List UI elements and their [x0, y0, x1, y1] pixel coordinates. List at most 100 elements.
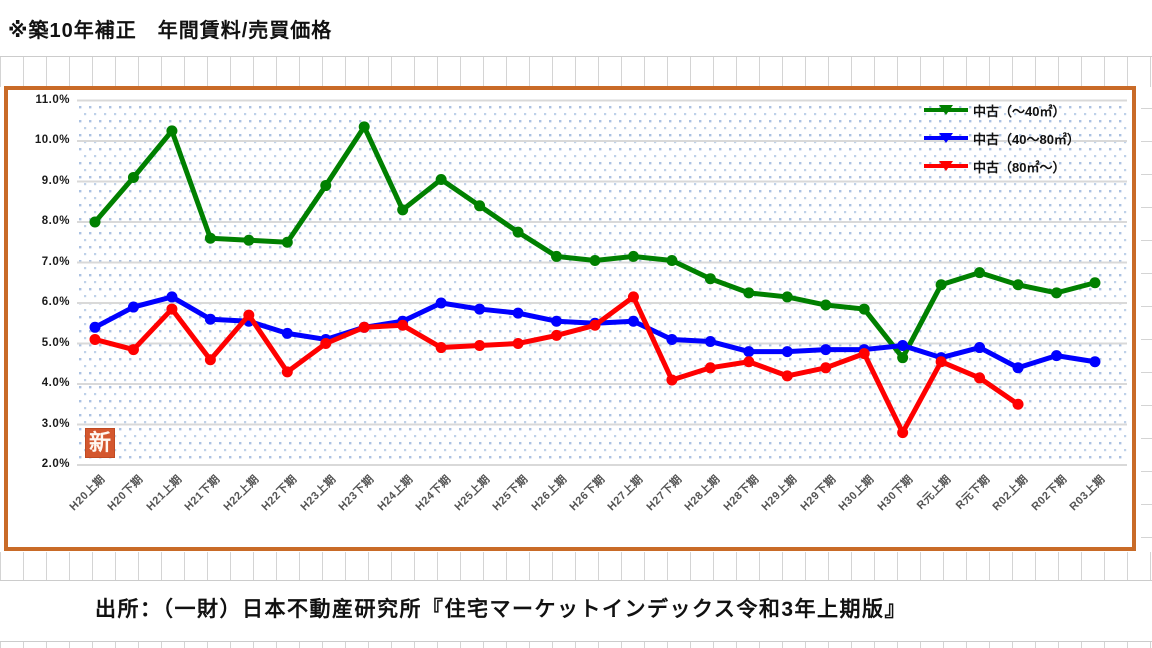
data-point-marker	[204, 354, 216, 366]
data-point-marker	[551, 329, 563, 341]
data-point-marker	[666, 254, 678, 266]
legend-line-marker-icon	[924, 133, 968, 143]
legend-row: 中古（～40㎡）	[924, 102, 1066, 119]
data-point-marker	[204, 232, 216, 244]
data-point-marker	[858, 303, 870, 315]
data-point-marker	[474, 340, 486, 352]
y-axis-tick-label: 10.0%	[34, 134, 70, 146]
data-point-marker	[781, 346, 793, 358]
sheet-grid-bottom-edge-strip	[0, 642, 1152, 648]
chart-frame: 11.0% 10.0% 9.0% 8.0% 7.0% 6.0% 5.0% 4.0% 3.0% 2.…	[4, 86, 1136, 551]
legend-row: 中古（80㎡～）	[924, 158, 1066, 175]
y-axis-tick-label: 3.0%	[41, 417, 70, 430]
data-point-marker	[435, 297, 447, 309]
y-axis-tick-label: 5.0%	[41, 336, 70, 349]
data-point-marker	[512, 338, 524, 349]
data-point-marker	[435, 173, 447, 185]
data-point-marker	[781, 291, 793, 303]
legend-label: 中古（80㎡～）	[973, 159, 1066, 175]
data-point-marker	[127, 301, 139, 313]
data-point-marker	[166, 303, 178, 315]
data-point-marker	[281, 236, 293, 248]
sheet-grid-line	[0, 641, 1152, 642]
data-point-marker	[627, 250, 639, 262]
data-point-marker	[781, 370, 793, 382]
legend-line-marker-icon	[924, 105, 968, 115]
data-point-marker	[704, 335, 716, 347]
data-point-marker	[820, 344, 832, 356]
data-point-marker	[89, 216, 101, 228]
data-point-marker	[858, 348, 870, 360]
y-axis-tick-label: 4.0%	[41, 377, 70, 389]
data-point-marker	[512, 226, 524, 238]
data-point-marker	[589, 319, 601, 331]
data-point-marker	[166, 291, 178, 303]
data-point-marker	[474, 200, 486, 212]
sheet-grid-line	[0, 580, 1152, 581]
data-point-marker	[935, 279, 947, 291]
data-point-marker	[1012, 362, 1024, 374]
data-point-marker	[897, 340, 909, 352]
data-point-marker	[512, 307, 524, 319]
legend-row: 中古（40～80㎡）	[924, 130, 1080, 147]
data-point-marker	[666, 374, 678, 386]
data-point-marker	[627, 315, 639, 327]
data-point-marker	[666, 333, 678, 345]
data-point-marker	[320, 180, 332, 192]
data-point-marker	[243, 309, 255, 321]
source-citation: 出所：（一財）日本不動産研究所『住宅マーケットインデックス令和3年上期版』	[95, 598, 908, 621]
data-point-marker	[974, 342, 986, 354]
legend-label: 中古（40～80㎡）	[973, 131, 1080, 147]
data-point-marker	[974, 372, 986, 384]
data-point-marker	[1012, 279, 1024, 291]
sheet-grid-bottom-strip	[0, 552, 1152, 580]
data-point-marker	[551, 250, 563, 262]
data-point-marker	[551, 315, 563, 327]
data-point-marker	[204, 313, 216, 325]
sheet-grid-top-strip	[0, 56, 1152, 87]
data-point-marker	[820, 299, 832, 311]
data-point-marker	[743, 287, 755, 299]
data-point-marker	[281, 327, 293, 339]
y-axis-tick-label: 7.0%	[41, 255, 70, 268]
data-point-marker	[704, 273, 716, 285]
data-point-marker	[743, 356, 755, 368]
data-point-marker	[1089, 356, 1101, 368]
y-axis-tick-label: 8.0%	[41, 215, 70, 227]
y-axis-tick-label: 9.0%	[41, 174, 70, 187]
data-point-marker	[89, 321, 101, 333]
y-axis-tick-label: 6.0%	[41, 296, 70, 308]
data-point-marker	[358, 121, 370, 133]
legend-line-marker-icon	[924, 161, 968, 171]
data-point-marker	[1089, 277, 1101, 289]
data-point-marker	[820, 362, 832, 374]
data-point-marker	[127, 344, 139, 356]
data-point-marker	[1051, 350, 1062, 362]
data-point-marker	[474, 303, 486, 315]
sheet-grid-right-sliver	[1141, 108, 1152, 548]
data-point-marker	[397, 204, 409, 216]
data-point-marker	[281, 366, 293, 378]
data-point-marker	[704, 362, 716, 374]
series-lines	[89, 121, 1101, 439]
data-point-marker	[89, 333, 101, 345]
data-point-marker	[1051, 287, 1062, 299]
data-point-marker	[897, 427, 909, 439]
gridlines	[77, 99, 1127, 466]
page-title: ※築10年補正 年間賃料/売買価格	[8, 20, 333, 42]
data-point-marker	[243, 234, 255, 246]
data-point-marker	[1012, 398, 1024, 410]
y-axis-tick-label: 2.0%	[41, 458, 70, 470]
legend-label: 中古（～40㎡）	[973, 103, 1066, 119]
data-point-marker	[627, 291, 639, 303]
new-stamp: 新	[85, 428, 115, 458]
data-point-marker	[127, 171, 139, 183]
data-point-marker	[935, 356, 947, 368]
data-point-marker	[166, 125, 178, 137]
y-axis-tick-label: 11.0%	[35, 93, 70, 106]
data-point-marker	[589, 254, 601, 266]
data-point-marker	[743, 346, 755, 358]
data-point-marker	[358, 321, 370, 333]
data-point-marker	[320, 338, 332, 349]
